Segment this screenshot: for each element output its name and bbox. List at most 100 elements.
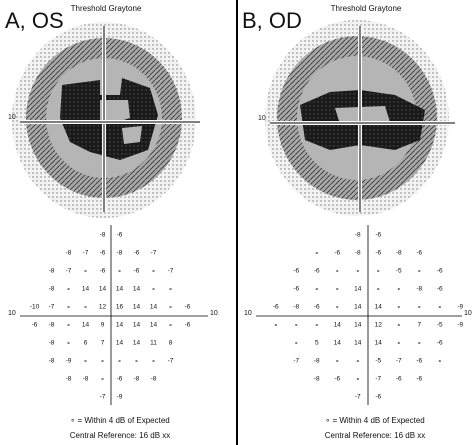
panel-label: A, OS	[5, 8, 64, 33]
threshold-value: ∘	[66, 304, 70, 311]
threshold-value: ∘	[356, 376, 360, 383]
axis-label: 10	[8, 114, 16, 121]
threshold-value: ∘	[151, 268, 155, 275]
threshold-value: -7	[355, 394, 361, 401]
threshold-value: 14	[354, 340, 362, 347]
threshold-value: 14	[354, 304, 362, 311]
threshold-value: 14	[133, 286, 141, 293]
threshold-value: -6	[314, 304, 320, 311]
threshold-value: -6	[293, 286, 299, 293]
threshold-value: -8	[49, 268, 55, 275]
threshold-value: -8	[396, 250, 402, 257]
threshold-value: ∘	[168, 322, 172, 329]
threshold-value: -8	[151, 376, 157, 383]
threshold-value: -8	[49, 358, 55, 365]
threshold-value: ∘	[376, 286, 380, 293]
threshold-value: -8	[117, 250, 123, 257]
axis-label: 10	[244, 310, 252, 317]
threshold-value: -6	[100, 250, 106, 257]
threshold-value: -8	[49, 322, 55, 329]
threshold-value: ∘	[134, 358, 138, 365]
threshold-value: 16	[116, 304, 124, 311]
threshold-value: 14	[116, 340, 124, 347]
threshold-value: ∘	[168, 304, 172, 311]
threshold-value: -7	[151, 250, 157, 257]
threshold-value: -6	[375, 394, 381, 401]
threshold-value: 14	[82, 286, 90, 293]
threshold-value: ∘	[417, 268, 421, 275]
threshold-value: 14	[354, 286, 362, 293]
threshold-value: ∘	[356, 268, 360, 275]
threshold-value: ∘	[100, 358, 104, 365]
threshold-value: ∘	[335, 268, 339, 275]
threshold-value: -8	[314, 358, 320, 365]
threshold-value: -6	[437, 286, 443, 293]
threshold-value: ∘	[66, 340, 70, 347]
threshold-value: 14	[354, 322, 362, 329]
threshold-value: -6	[416, 376, 422, 383]
threshold-value: ∘	[397, 286, 401, 293]
panel-label: B, OD	[242, 8, 302, 33]
threshold-value: 7	[101, 340, 105, 347]
threshold-value: 9	[101, 322, 105, 329]
threshold-value: -8	[355, 232, 361, 239]
threshold-value: ∘	[417, 304, 421, 311]
threshold-value: ∘	[117, 358, 121, 365]
threshold-value: ∘	[294, 322, 298, 329]
threshold-value: 14	[150, 322, 158, 329]
threshold-value: -8	[49, 286, 55, 293]
threshold-value: -8	[314, 376, 320, 383]
threshold-value: ∘	[83, 304, 87, 311]
threshold-value: -6	[32, 322, 38, 329]
threshold-value: -5	[437, 322, 443, 329]
threshold-value: ∘	[274, 322, 278, 329]
threshold-value: 11	[150, 340, 157, 347]
threshold-value: ∘	[168, 286, 172, 293]
threshold-value: 14	[133, 322, 141, 329]
threshold-value: ∘	[417, 340, 421, 347]
threshold-value: -6	[416, 358, 422, 365]
threshold-value: -5	[396, 268, 402, 275]
threshold-value: -9	[117, 394, 123, 401]
threshold-value: 12	[375, 322, 383, 329]
threshold-value: 14	[334, 340, 342, 347]
threshold-value: ∘	[66, 286, 70, 293]
threshold-value: -7	[168, 268, 174, 275]
legend: ∘ = Within 4 dB of Expected	[70, 416, 170, 425]
threshold-value: ∘	[151, 358, 155, 365]
threshold-value: -7	[49, 304, 55, 311]
threshold-value: ∘	[335, 286, 339, 293]
legend: ∘ = Within 4 dB of Expected	[325, 416, 425, 425]
threshold-value: 14	[116, 286, 124, 293]
threshold-value: -7	[293, 358, 299, 365]
threshold-value: ∘	[315, 286, 319, 293]
graytone-title: Threshold Graytone	[331, 4, 402, 13]
threshold-value: ∘	[397, 340, 401, 347]
threshold-value: 14	[375, 304, 383, 311]
threshold-value: 14	[99, 286, 107, 293]
threshold-value: -8	[83, 376, 89, 383]
threshold-value: -6	[416, 250, 422, 257]
threshold-value: -9	[457, 322, 463, 329]
threshold-value: ∘	[438, 304, 442, 311]
threshold-value: -6	[273, 304, 279, 311]
axis-label: 10	[8, 310, 16, 317]
threshold-value: -7	[83, 250, 89, 257]
threshold-value: ∘	[397, 304, 401, 311]
threshold-value: -10	[30, 304, 40, 311]
threshold-value: 14	[82, 322, 90, 329]
threshold-value: ∘	[66, 322, 70, 329]
threshold-value: ∘	[376, 268, 380, 275]
threshold-value: -8	[355, 250, 361, 257]
threshold-value: -6	[134, 250, 140, 257]
threshold-value: -7	[168, 358, 174, 365]
threshold-value: -6	[117, 232, 123, 239]
threshold-value: ∘	[315, 250, 319, 257]
threshold-value: -8	[416, 286, 422, 293]
threshold-value: -6	[117, 376, 123, 383]
threshold-value: -6	[437, 340, 443, 347]
threshold-value: -6	[185, 322, 191, 329]
threshold-value: -6	[314, 268, 320, 275]
threshold-value: ∘	[397, 322, 401, 329]
threshold-value: ∘	[356, 358, 360, 365]
